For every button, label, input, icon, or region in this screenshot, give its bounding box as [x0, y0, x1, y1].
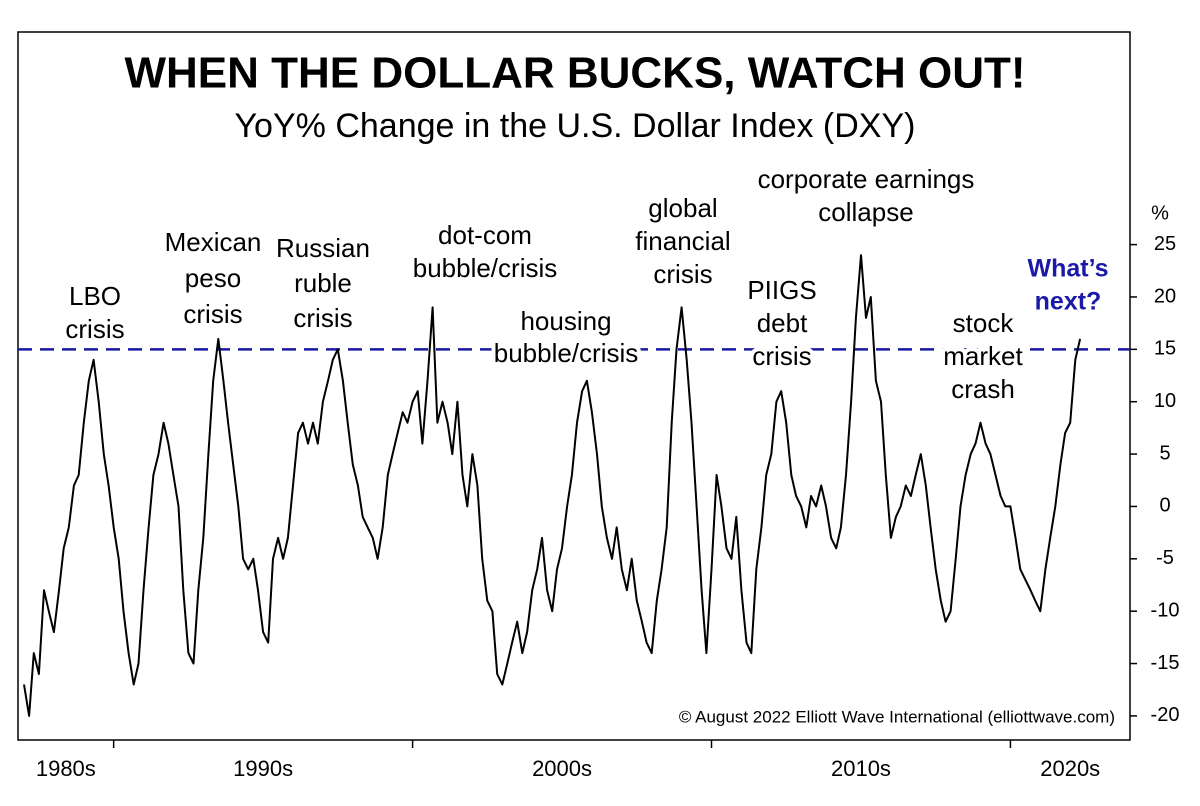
data-line: [23, 254, 1082, 717]
y-tick-label: -5: [1156, 547, 1174, 569]
annotation: crisis: [752, 341, 811, 371]
annotation: crisis: [65, 314, 124, 344]
x-period-label: 1980s: [36, 756, 96, 781]
x-period-label: 2020s: [1040, 756, 1100, 781]
annotation: peso: [185, 263, 241, 293]
annotation: dot-com: [438, 220, 532, 250]
annotation: crisis: [183, 299, 242, 329]
annotation: PIIGS: [747, 275, 816, 305]
y-tick-label: 10: [1154, 390, 1176, 412]
annotation: financial: [635, 226, 730, 256]
annotation: stock: [953, 308, 1015, 338]
y-tick-label: -20: [1151, 704, 1180, 726]
annotation: Russian: [276, 233, 370, 263]
annotation: crisis: [653, 259, 712, 289]
annotation: housing: [520, 306, 611, 336]
annotation: ruble: [294, 268, 352, 298]
x-period-label: 2000s: [532, 756, 592, 781]
y-axis-unit: %: [1151, 202, 1169, 224]
annotation: crash: [951, 374, 1015, 404]
annotation: Mexican: [165, 227, 262, 257]
annotation: corporate earnings: [758, 164, 975, 194]
y-tick-label: 20: [1154, 285, 1176, 307]
annotation: market: [943, 341, 1023, 371]
annotation: What’s: [1027, 255, 1108, 283]
chart-subtitle: YoY% Change in the U.S. Dollar Index (DX…: [235, 107, 916, 145]
annotation: next?: [1035, 288, 1102, 316]
annotation: debt: [757, 308, 808, 338]
y-tick-label: 15: [1154, 338, 1176, 360]
x-period-label: 1990s: [233, 756, 293, 781]
chart-title: WHEN THE DOLLAR BUCKS, WATCH OUT!: [124, 49, 1025, 98]
plot-frame: [17, 31, 1131, 741]
annotation: bubble/crisis: [413, 253, 558, 283]
annotation: collapse: [818, 197, 913, 227]
y-tick-label: 25: [1154, 233, 1176, 255]
annotation: LBO: [69, 281, 121, 311]
annotation: crisis: [293, 303, 352, 333]
y-tick-label: 0: [1159, 495, 1170, 517]
y-tick-label: -15: [1151, 652, 1180, 674]
x-period-label: 2010s: [831, 756, 891, 781]
annotation: bubble/crisis: [494, 338, 639, 368]
annotation: global: [648, 193, 717, 223]
y-tick-label: 5: [1159, 442, 1170, 464]
source-note: © August 2022 Elliott Wave International…: [679, 707, 1115, 726]
y-tick-label: -10: [1151, 599, 1180, 621]
